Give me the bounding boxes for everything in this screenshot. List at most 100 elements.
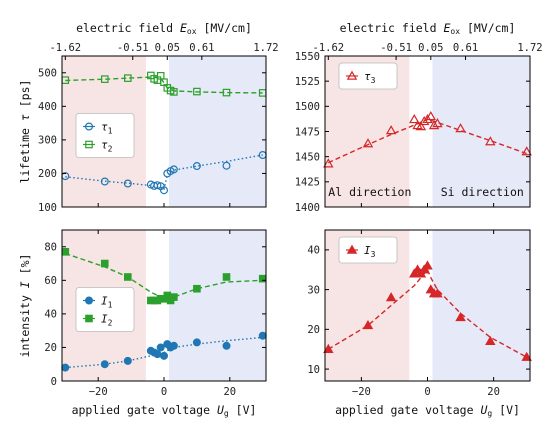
y-tick-label: 1450 — [295, 151, 320, 163]
x-tick-label: −20 — [89, 386, 108, 398]
panel-lifetime-right: 1400 1425 1450 1475 1500 1525 1550-1.62 -0.51 0.… — [295, 21, 543, 214]
y-tick-label: 1475 — [295, 126, 320, 138]
data-point-1 — [61, 363, 70, 372]
data-point-1 — [422, 114, 433, 124]
top-axis-label: electric field Eox [MV/cm] — [340, 21, 516, 36]
legend-label: I3 — [364, 244, 376, 259]
data-point-2 — [258, 274, 267, 283]
y-axis-label: lifetime τ [ps] — [18, 80, 32, 184]
si-region-shade — [168, 230, 266, 381]
data-point-1 — [192, 338, 201, 347]
legend-marker — [84, 296, 93, 305]
data-point-2 — [170, 293, 178, 301]
data-point-1 — [169, 165, 178, 174]
panel-intensity-right: 10 20 30 40 −20 0 20 applied gate voltage Ug [V… — [307, 229, 532, 418]
data-point-1 — [100, 177, 109, 186]
fit-line-1 — [65, 154, 263, 191]
legend: I3 — [338, 236, 398, 264]
x-tick-label: −20 — [352, 386, 371, 398]
data-point-2 — [61, 248, 70, 256]
data-point-1 — [123, 356, 132, 365]
data-point-1 — [153, 350, 162, 359]
legend-label: τ3 — [364, 70, 376, 85]
data-point-1 — [432, 118, 443, 128]
y-tick-label: 40 — [44, 309, 57, 321]
data-point-1 — [323, 343, 334, 353]
data-point-2 — [222, 273, 231, 281]
y-tick-label: 10 — [307, 364, 320, 376]
data-point-1 — [222, 341, 231, 350]
data-point-1 — [100, 360, 109, 369]
si-region-shade — [432, 230, 530, 381]
top-x-tick-label: -0.51 — [117, 42, 149, 54]
data-point-1 — [258, 331, 267, 340]
data-point-1 — [428, 120, 440, 130]
data-point-1 — [153, 181, 162, 190]
data-point-1 — [385, 292, 397, 302]
data-point-1 — [362, 138, 374, 148]
data-point-1 — [521, 351, 532, 361]
fit-line-2 — [65, 252, 263, 300]
y-tick-label: 1400 — [295, 202, 320, 214]
y-tick-label: 40 — [307, 245, 320, 257]
data-point-2 — [124, 273, 132, 281]
top-x-tick-label: 0.05 — [155, 42, 180, 54]
y-tick-label: 500 — [38, 68, 57, 80]
data-point-1 — [123, 179, 132, 188]
data-point-2 — [222, 88, 231, 97]
data-point-1 — [192, 162, 201, 171]
top-x-tick-label: -1.62 — [49, 42, 81, 54]
region-annotation: Si direction — [441, 185, 524, 199]
y-tick-label: 30 — [307, 284, 320, 296]
legend-marker — [85, 140, 93, 149]
legend-label: I1 — [101, 295, 113, 310]
y-tick-label: 1500 — [295, 101, 320, 113]
x-axis-label: applied gate voltage Ug [V] — [335, 403, 520, 418]
data-point-1 — [521, 146, 532, 156]
data-point-1 — [169, 341, 178, 350]
legend-marker — [346, 70, 358, 80]
fit-line-1 — [327, 268, 528, 358]
data-point-1 — [418, 116, 430, 126]
y-tick-label: 400 — [38, 101, 57, 113]
data-point-2 — [100, 75, 109, 83]
panel-lifetime-left: 100 200 300 400 500 -1.62 -0.51 0.05 0.61 1.72ele… — [18, 21, 279, 214]
top-axis-label: electric field Eox [MV/cm] — [76, 21, 252, 36]
x-tick-label: 0 — [424, 386, 430, 398]
x-tick-label: 20 — [223, 386, 236, 398]
top-x-tick-label: -1.62 — [313, 42, 345, 54]
legend-box — [338, 62, 398, 90]
y-tick-label: 200 — [38, 168, 57, 180]
y-tick-label: 20 — [307, 324, 320, 336]
y-tick-label: 100 — [38, 202, 57, 214]
top-x-tick-label: 0.05 — [418, 42, 443, 54]
fit-line-2 — [65, 76, 263, 94]
data-point-1 — [455, 312, 466, 322]
legend-marker — [346, 244, 358, 254]
data-point-1 — [485, 335, 496, 346]
data-point-1 — [425, 110, 437, 121]
y-axis-label: intensity I [%] — [18, 254, 32, 358]
x-tick-label: 0 — [161, 386, 167, 398]
data-point-2 — [193, 284, 201, 293]
data-point-1 — [156, 343, 165, 352]
top-x-tick-label: 0.61 — [453, 42, 478, 54]
data-point-1 — [323, 158, 334, 168]
legend-marker — [85, 314, 93, 323]
y-tick-label: 20 — [44, 342, 57, 354]
data-point-1 — [160, 351, 169, 360]
x-tick-label: 20 — [487, 386, 500, 398]
data-point-1 — [222, 161, 231, 170]
data-point-1 — [422, 260, 433, 270]
data-point-2 — [124, 74, 132, 82]
data-point-1 — [160, 186, 169, 195]
data-point-1 — [415, 121, 427, 131]
y-tick-label: 300 — [38, 135, 57, 147]
legend-marker — [84, 122, 93, 131]
legend-label: τ2 — [101, 139, 113, 154]
top-x-tick-label: 0.61 — [189, 42, 214, 54]
data-point-1 — [385, 125, 397, 135]
legend-box — [338, 236, 398, 264]
legend-box — [75, 113, 135, 158]
